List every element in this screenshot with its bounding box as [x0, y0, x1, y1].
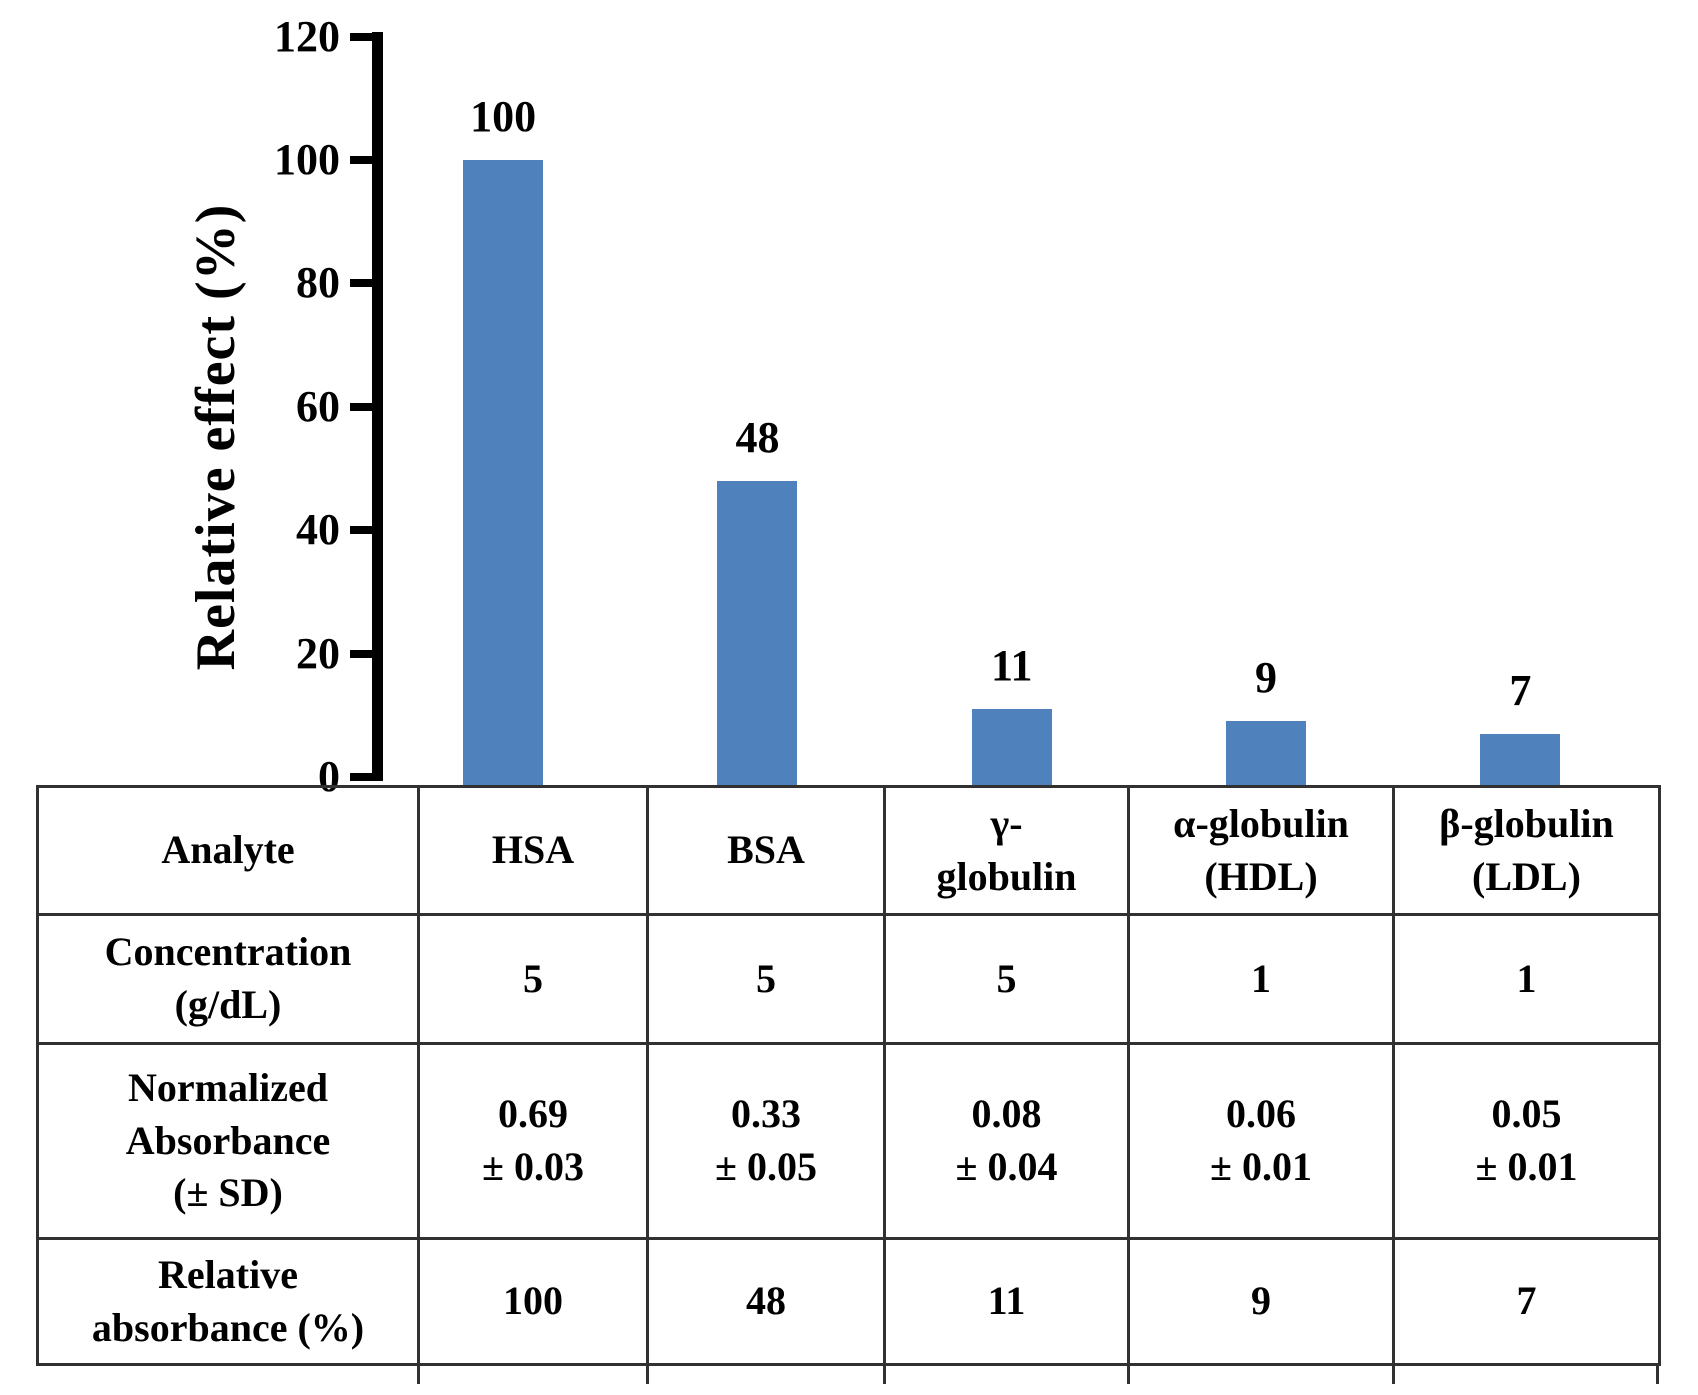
table-cell: 1 [1127, 913, 1395, 1045]
row-header: Normalized Absorbance (± SD) [36, 1042, 420, 1240]
y-tick-mark [350, 402, 372, 411]
y-tick-label: 120 [274, 11, 340, 61]
y-axis [372, 32, 383, 781]
table-row: Normalized Absorbance (± SD) 0.69 ± 0.03 0… [36, 1042, 1661, 1240]
table-cell: HSA [417, 785, 649, 916]
table-cell: 0.05 ± 0.01 [1392, 1042, 1661, 1240]
bar-value-label: 7 [1509, 666, 1532, 715]
bar-value-label: 11 [990, 641, 1033, 690]
table-cell: β-globulin (LDL) [1392, 785, 1661, 916]
table-cell: 5 [646, 913, 886, 1045]
table-cell: 0.33 ± 0.05 [646, 1042, 886, 1240]
y-tick-mark [350, 279, 372, 288]
row-header: Analyte [36, 785, 420, 916]
y-tick-label: 100 [274, 135, 340, 184]
y-tick-mark [350, 32, 372, 41]
table-cell: 7 [1392, 1237, 1661, 1366]
bar-value-label: 100 [470, 92, 537, 141]
y-tick-mark [350, 649, 372, 658]
table-column-stub [1127, 1364, 1130, 1384]
table-cell: α-globulin (HDL) [1127, 785, 1395, 916]
table-column-stub [646, 1364, 649, 1384]
y-tick-mark [350, 526, 372, 535]
table-cell: γ- globulin [883, 785, 1130, 916]
table-cell: 0.69 ± 0.03 [417, 1042, 649, 1240]
table-cell: 9 [1127, 1237, 1395, 1366]
bar [1226, 721, 1307, 786]
table-column-stub [1656, 1364, 1659, 1384]
table-cell: BSA [646, 785, 886, 916]
y-tick-mark [350, 773, 372, 781]
row-header: Relative absorbance (%) [36, 1237, 420, 1366]
bar [463, 160, 544, 786]
y-tick-label: 40 [296, 505, 340, 555]
table-cell: 0.08 ± 0.04 [883, 1042, 1130, 1240]
table-row: Concentration (g/dL) 5 5 5 1 1 [36, 913, 1661, 1045]
y-tick-mark [350, 156, 372, 164]
table-column-stub [1392, 1364, 1395, 1384]
table-cell: 11 [883, 1237, 1130, 1366]
table-column-stub [883, 1364, 886, 1384]
table-cell: 1 [1392, 913, 1661, 1045]
table-body: Analyte HSA BSA γ- globulin α-globulin (HDL)… [36, 785, 1661, 1366]
table-row: Analyte HSA BSA γ- globulin α-globulin (HDL)… [36, 785, 1661, 916]
row-header: Concentration (g/dL) [36, 913, 420, 1045]
bar-value-label: 9 [1255, 653, 1278, 702]
table-cell: 5 [883, 913, 1130, 1045]
table-cell: 48 [646, 1237, 886, 1366]
bar-value-label: 48 [735, 413, 780, 462]
bar [971, 709, 1052, 786]
y-tick-label: 60 [296, 381, 340, 431]
bar [1480, 734, 1561, 786]
table-cell: 5 [417, 913, 649, 1045]
bar [717, 481, 798, 786]
data-table: Analyte HSA BSA γ- globulin α-globulin (HDL)… [36, 785, 1661, 1366]
table-cell: 0.06 ± 0.01 [1127, 1042, 1395, 1240]
table-row: Relative absorbance (%) 100 48 11 9 7 [36, 1237, 1661, 1366]
y-tick-label: 80 [296, 258, 340, 308]
y-tick-label: 20 [296, 628, 340, 678]
table-cell: 100 [417, 1237, 649, 1366]
table-column-stub [417, 1364, 420, 1384]
